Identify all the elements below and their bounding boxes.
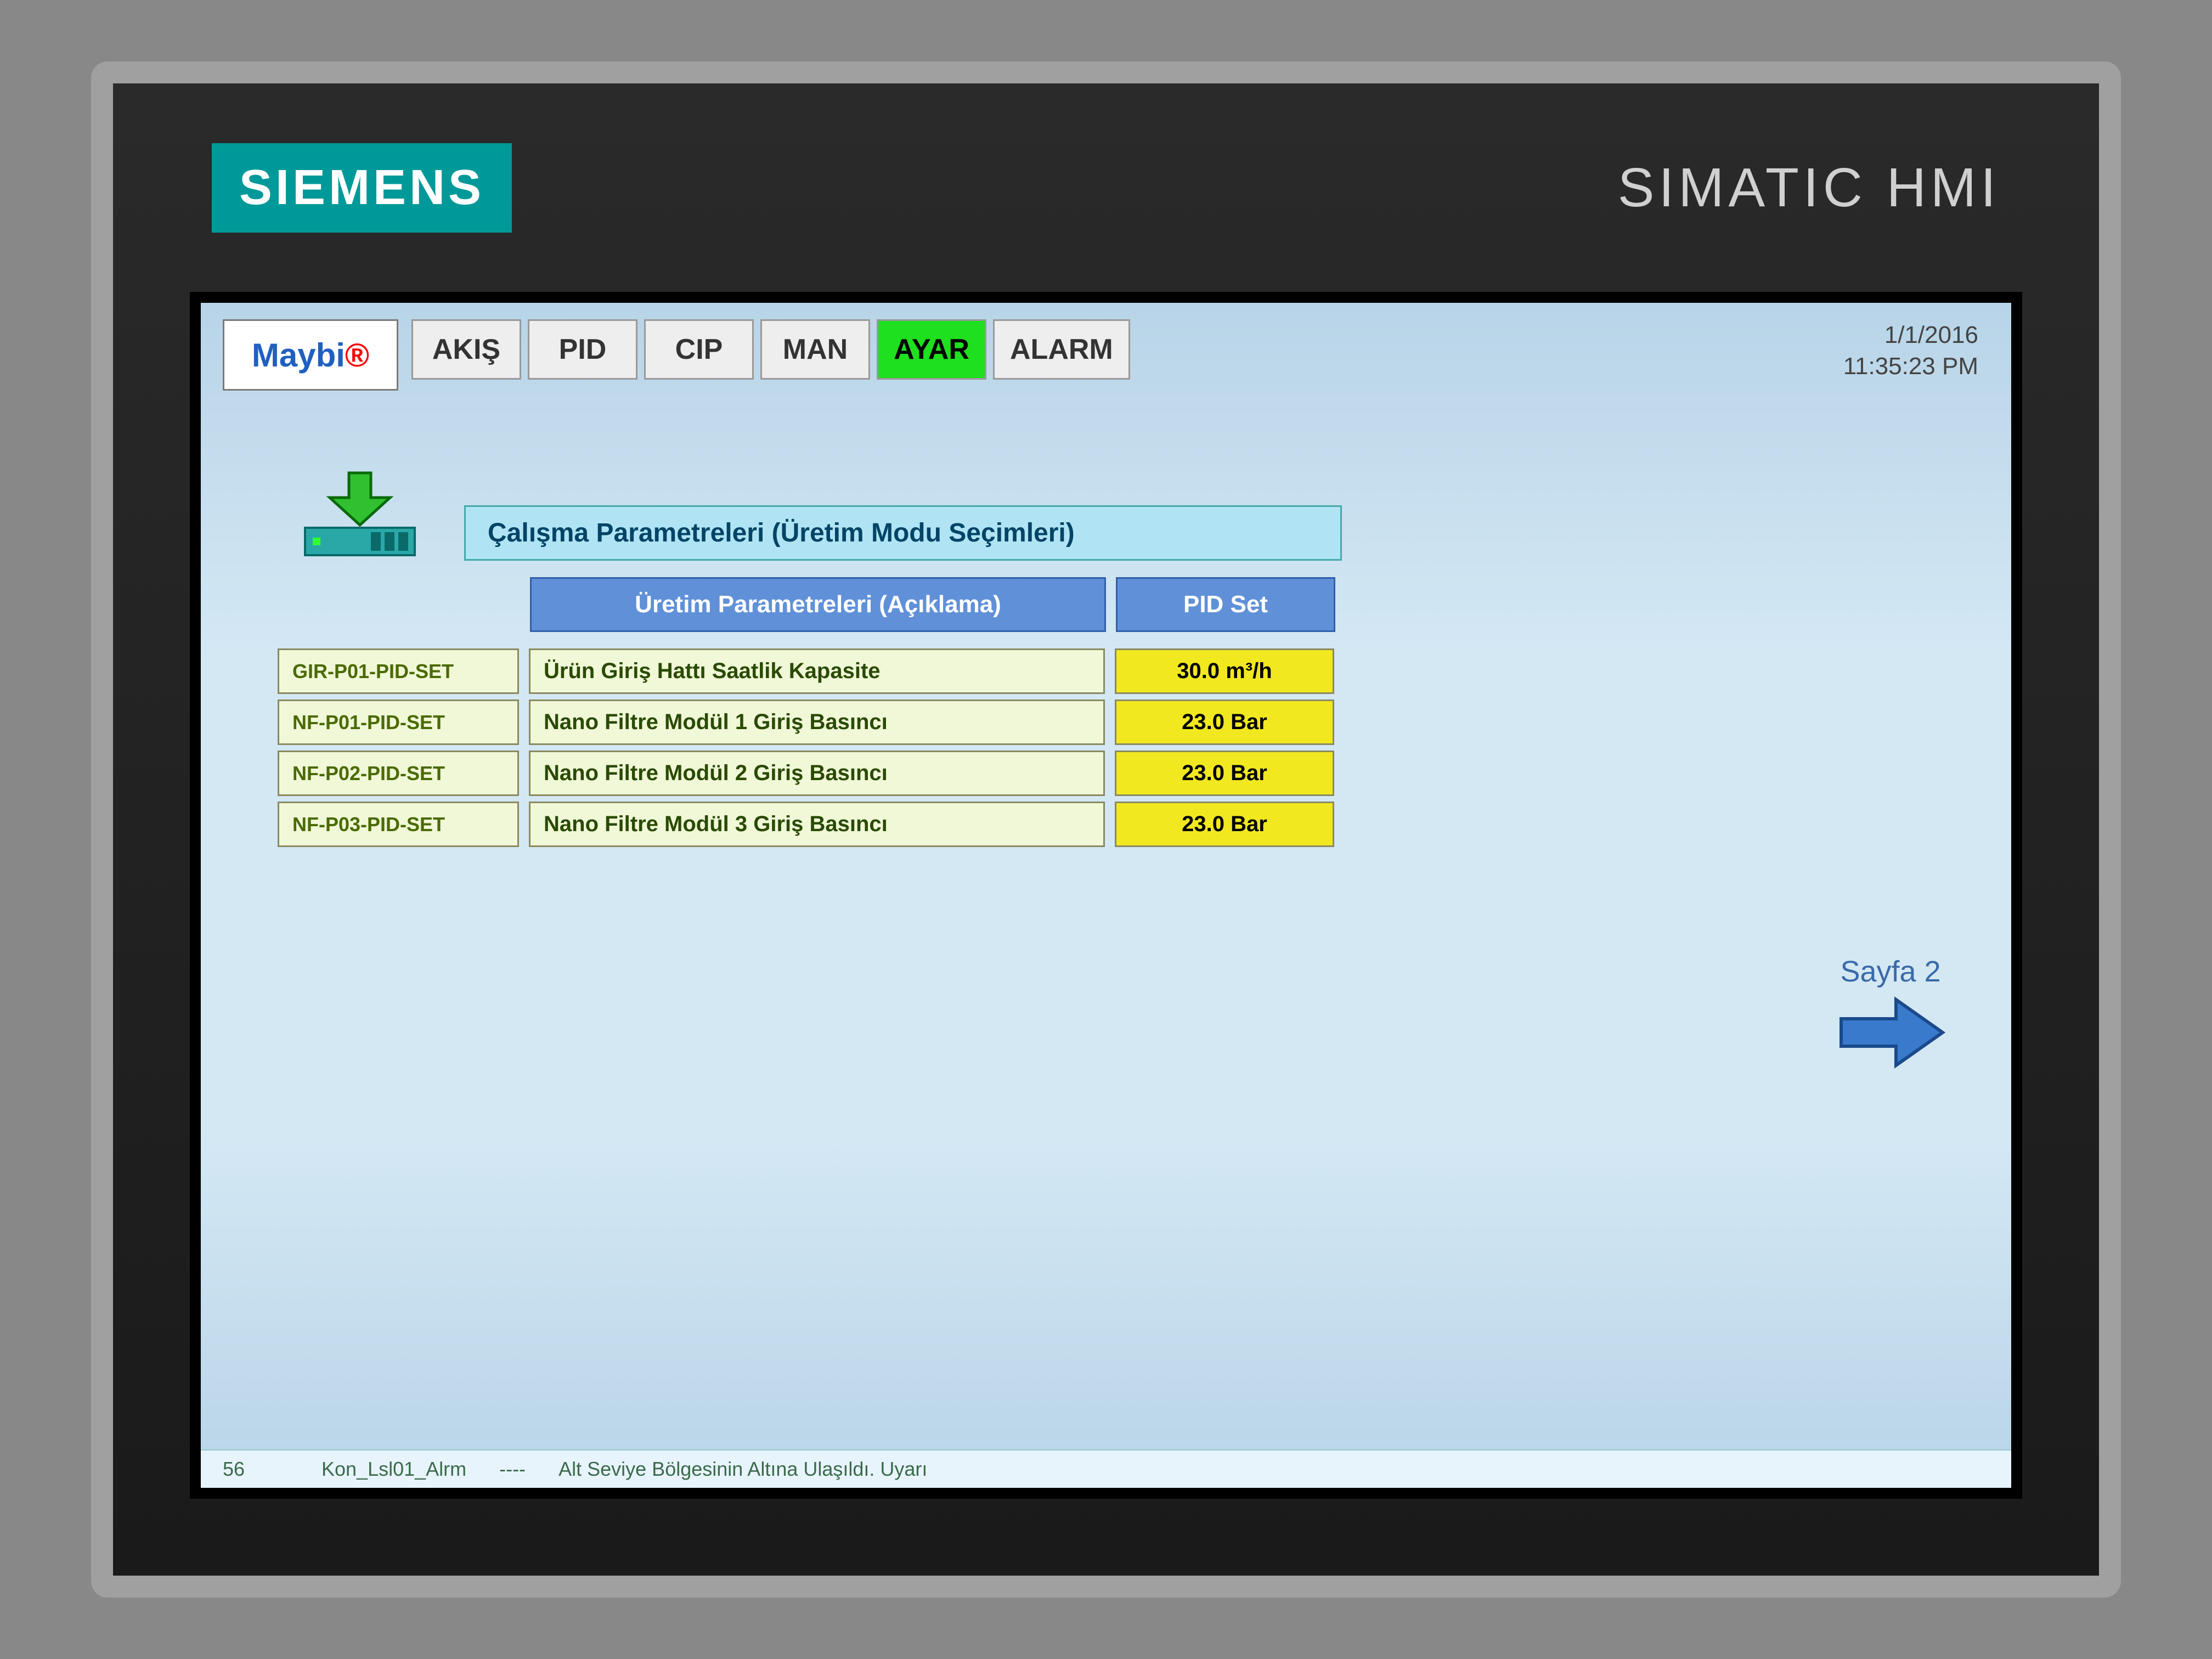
hmi-bezel: SIEMENS SIMATIC HMI TOUCH Maybi® AKIŞ PI… — [91, 61, 2121, 1598]
status-message: Alt Seviye Bölgesinin Altına Ulaşıldı. U… — [558, 1458, 927, 1481]
tab-man[interactable]: MAN — [760, 319, 870, 380]
param-desc: Nano Filtre Modül 3 Giriş Basıncı — [529, 802, 1105, 847]
param-desc: Nano Filtre Modül 1 Giriş Basıncı — [529, 699, 1105, 745]
param-value[interactable]: 23.0 Bar — [1115, 751, 1334, 796]
screen-wrap: TOUCH Maybi® AKIŞ PID CIP MAN AYAR ALARM… — [168, 259, 2044, 1521]
date-text: 1/1/2016 — [1843, 319, 1978, 351]
top-bar: Maybi® AKIŞ PID CIP MAN AYAR ALARM 1/1/2… — [201, 303, 2011, 391]
table-row: NF-P02-PID-SET Nano Filtre Modül 2 Giriş… — [278, 751, 1934, 796]
next-page-button[interactable]: Sayfa 2 — [1836, 955, 1945, 1071]
parameter-table: Üretim Parametreleri (Açıklama) PID Set … — [278, 577, 1934, 847]
col-header-pid: PID Set — [1116, 577, 1335, 632]
download-icon — [278, 467, 442, 561]
status-code: 56 — [223, 1458, 289, 1481]
next-page-label: Sayfa 2 — [1840, 955, 1940, 989]
status-tag: Kon_Lsl01_Alrm — [321, 1458, 466, 1481]
section-header-row: Çalışma Parametreleri (Üretim Modu Seçim… — [278, 467, 1934, 561]
param-desc: Ürün Giriş Hattı Saatlik Kapasite — [529, 648, 1105, 694]
tab-cip[interactable]: CIP — [644, 319, 754, 380]
tab-pid[interactable]: PID — [528, 319, 637, 380]
content-area: Çalışma Parametreleri (Üretim Modu Seçim… — [201, 391, 2011, 1449]
param-id: GIR-P01-PID-SET — [278, 648, 519, 694]
status-sep: ---- — [499, 1458, 526, 1481]
model-label: SIMATIC HMI — [1618, 156, 2000, 219]
company-logo-text: Maybi — [252, 336, 345, 374]
col-header-desc: Üretim Parametreleri (Açıklama) — [530, 577, 1106, 632]
arrow-right-icon — [1836, 994, 1945, 1071]
param-desc: Nano Filtre Modül 2 Giriş Basıncı — [529, 751, 1105, 796]
section-title: Çalışma Parametreleri (Üretim Modu Seçim… — [464, 505, 1342, 561]
param-value[interactable]: 30.0 m³/h — [1115, 648, 1334, 694]
siemens-logo: SIEMENS — [212, 143, 512, 233]
status-bar: 56 Kon_Lsl01_Alrm ---- Alt Seviye Bölges… — [201, 1449, 2011, 1488]
table-row: NF-P01-PID-SET Nano Filtre Modül 1 Giriş… — [278, 699, 1934, 745]
logo-dot: ® — [345, 336, 369, 374]
tab-akis[interactable]: AKIŞ — [411, 319, 521, 380]
param-value[interactable]: 23.0 Bar — [1115, 802, 1334, 847]
table-row: NF-P03-PID-SET Nano Filtre Modül 3 Giriş… — [278, 802, 1934, 847]
param-value[interactable]: 23.0 Bar — [1115, 699, 1334, 745]
param-id: NF-P02-PID-SET — [278, 751, 519, 796]
table-row: GIR-P01-PID-SET Ürün Giriş Hattı Saatlik… — [278, 648, 1934, 694]
column-headers: Üretim Parametreleri (Açıklama) PID Set — [530, 577, 1934, 632]
datetime: 1/1/2016 11:35:23 PM — [1843, 319, 1989, 382]
param-id: NF-P03-PID-SET — [278, 802, 519, 847]
tab-ayar[interactable]: AYAR — [877, 319, 986, 380]
time-text: 11:35:23 PM — [1843, 351, 1978, 382]
tab-bar: AKIŞ PID CIP MAN AYAR ALARM — [411, 319, 1130, 380]
hmi-screen: Maybi® AKIŞ PID CIP MAN AYAR ALARM 1/1/2… — [190, 292, 2022, 1499]
param-id: NF-P01-PID-SET — [278, 699, 519, 745]
tab-alarm[interactable]: ALARM — [993, 319, 1130, 380]
bezel-header: SIEMENS SIMATIC HMI — [168, 116, 2044, 259]
company-logo: Maybi® — [223, 319, 398, 391]
